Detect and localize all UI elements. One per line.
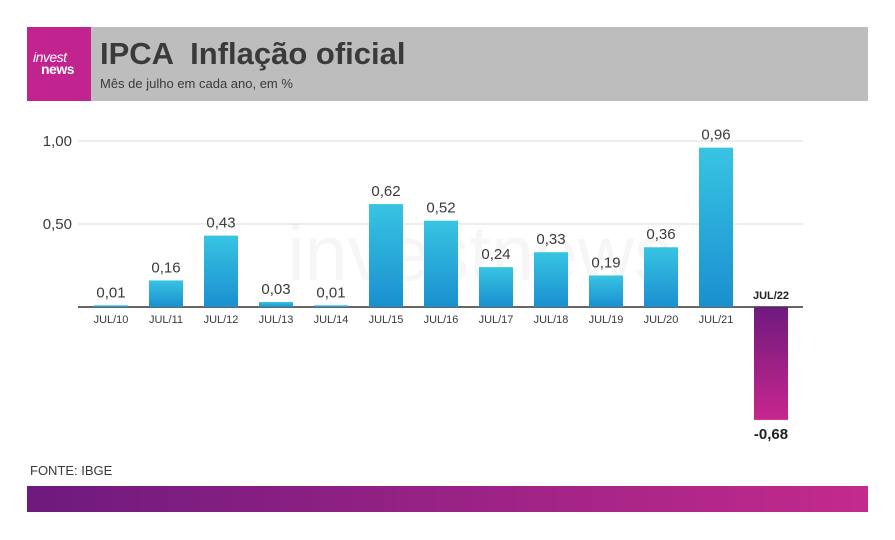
x-tick-label: JUL/18	[534, 314, 569, 326]
x-tick-label: JUL/19	[589, 314, 624, 326]
x-tick-label: JUL/15	[369, 314, 404, 326]
x-tick-label: JUL/11	[149, 314, 183, 326]
bottom-brand-bar	[27, 486, 868, 512]
data-label: 0,16	[151, 259, 180, 276]
data-label: -0,68	[754, 426, 788, 443]
x-tick-label: JUL/21	[699, 314, 734, 326]
chart-header: invest news IPCA Inflação oficial Mês de…	[27, 27, 868, 101]
bar-jul-11	[149, 280, 183, 307]
x-tick-label: JUL/13	[259, 314, 294, 326]
data-label: 0,43	[206, 215, 235, 232]
logo-text-invest: invest	[33, 49, 67, 65]
bar-chart: investnews 0,501,00JUL/100,01JUL/110,16J…	[43, 127, 803, 443]
x-tick-label: JUL/16	[424, 314, 459, 326]
bar-jul-10	[94, 305, 128, 307]
data-label: 0,19	[591, 254, 620, 271]
bar-jul-21	[699, 147, 733, 307]
x-tick-label: JUL/20	[644, 314, 679, 326]
chart-subtitle: Mês de julho em cada ano, em %	[100, 76, 293, 91]
x-tick-label: JUL/10	[94, 314, 129, 326]
y-tick-label: 1,00	[43, 133, 72, 150]
bar-jul-19	[589, 275, 623, 307]
data-label: 0,96	[701, 127, 730, 144]
bar-jul-17	[479, 267, 513, 307]
data-label: 0,36	[646, 226, 675, 243]
data-label: 0,01	[316, 284, 345, 301]
bar-jul-14	[314, 305, 348, 307]
bar-jul-18	[534, 252, 568, 307]
bar-jul-13	[259, 302, 293, 307]
source-note: FONTE: IBGE	[30, 463, 113, 478]
data-label: 0,52	[426, 200, 455, 217]
data-label: 0,01	[96, 284, 125, 301]
data-label: 0,24	[481, 246, 510, 263]
bar-jul-22	[754, 307, 788, 420]
x-tick-label: JUL/22	[753, 290, 789, 302]
bar-jul-20	[644, 247, 678, 307]
data-label: 0,33	[536, 231, 565, 248]
bar-jul-15	[369, 204, 403, 307]
investnews-logo: invest news	[27, 27, 91, 101]
x-tick-label: JUL/17	[479, 314, 514, 326]
x-tick-label: JUL/12	[204, 314, 239, 326]
data-label: 0,03	[261, 281, 290, 298]
data-label: 0,62	[371, 183, 400, 200]
y-tick-label: 0,50	[43, 216, 72, 233]
bar-jul-12	[204, 235, 238, 307]
chart-title: IPCA Inflação oficial	[100, 36, 406, 71]
logo-text-news: news	[41, 61, 75, 77]
bar-jul-16	[424, 220, 458, 307]
x-tick-label: JUL/14	[314, 314, 349, 326]
